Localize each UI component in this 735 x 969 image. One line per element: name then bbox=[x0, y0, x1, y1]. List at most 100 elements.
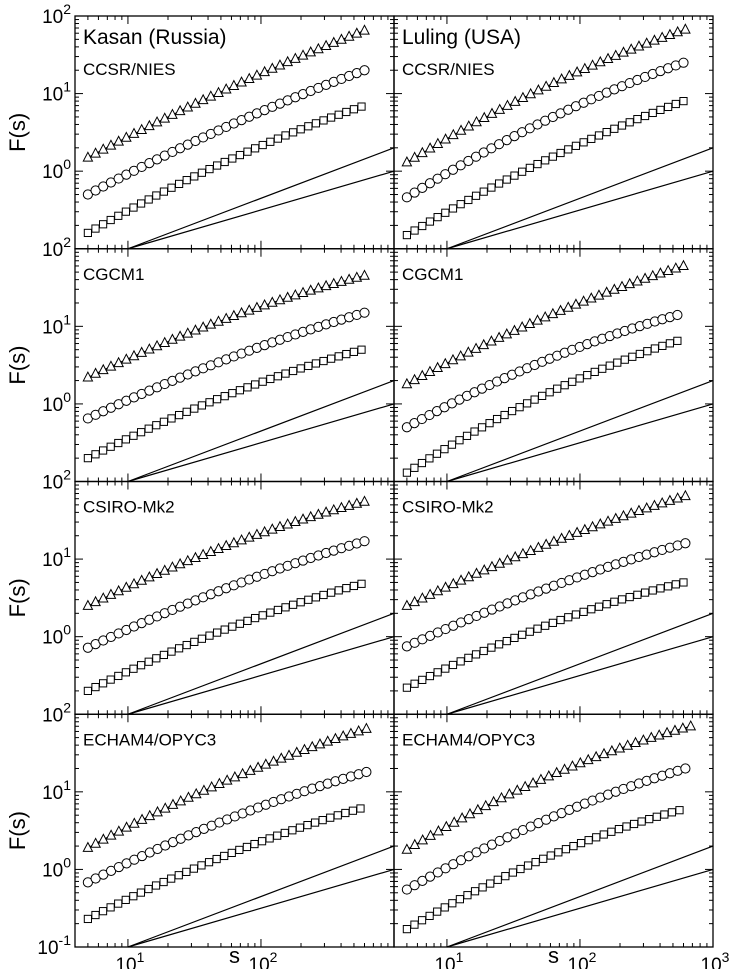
triangle-marker bbox=[251, 301, 263, 312]
triangle-marker bbox=[105, 588, 117, 599]
square-marker bbox=[356, 804, 365, 813]
square-marker bbox=[622, 822, 631, 831]
triangle-marker bbox=[502, 99, 513, 110]
square-marker bbox=[548, 152, 557, 161]
triangle-marker bbox=[213, 315, 224, 326]
triangle-marker bbox=[488, 795, 500, 807]
square-marker bbox=[664, 582, 673, 591]
square-marker bbox=[470, 887, 480, 896]
triangle-marker bbox=[532, 541, 544, 552]
triangle-marker bbox=[268, 755, 279, 766]
triangle-marker bbox=[205, 90, 217, 101]
square-marker bbox=[174, 871, 183, 880]
triangle-marker bbox=[282, 518, 294, 529]
square-marker bbox=[334, 110, 343, 119]
reference-line-slope-0.65 bbox=[127, 147, 395, 250]
triangle-marker bbox=[136, 813, 148, 824]
square-marker bbox=[334, 352, 343, 361]
square-marker bbox=[273, 831, 282, 840]
triangle-marker bbox=[455, 574, 467, 585]
square-marker bbox=[213, 395, 222, 404]
square-marker bbox=[98, 679, 108, 688]
square-marker bbox=[494, 640, 504, 649]
triangle-marker bbox=[517, 547, 529, 559]
triangle-marker bbox=[213, 777, 225, 788]
square-marker bbox=[91, 450, 100, 459]
reference-line-slope-0.65 bbox=[127, 612, 395, 715]
square-marker bbox=[620, 355, 629, 364]
triangle-marker bbox=[585, 292, 597, 303]
square-marker bbox=[273, 605, 283, 615]
triangle-marker bbox=[236, 533, 247, 545]
square-marker bbox=[635, 349, 644, 359]
square-marker bbox=[333, 811, 342, 820]
square-marker bbox=[614, 825, 624, 834]
triangle-marker bbox=[532, 314, 543, 325]
square-marker bbox=[220, 157, 229, 167]
circle-marker bbox=[432, 867, 443, 878]
square-marker bbox=[564, 145, 573, 154]
circle-marker bbox=[424, 871, 436, 882]
tick-label-base: 10 bbox=[434, 955, 455, 969]
square-marker bbox=[243, 383, 252, 392]
square-marker bbox=[440, 445, 449, 454]
square-marker bbox=[121, 207, 130, 216]
square-marker bbox=[561, 845, 571, 854]
triangle-marker bbox=[291, 746, 303, 757]
triangle-marker bbox=[289, 515, 301, 526]
square-marker bbox=[433, 213, 442, 222]
tick-label-base: 10 bbox=[568, 955, 589, 969]
triangle-marker bbox=[336, 33, 347, 44]
triangle-marker bbox=[622, 739, 634, 750]
square-marker bbox=[357, 345, 366, 354]
triangle-marker bbox=[82, 599, 94, 610]
square-marker bbox=[440, 903, 449, 912]
tick-label-base: 10 bbox=[42, 162, 63, 183]
reference-line-slope-0.5 bbox=[446, 403, 714, 483]
square-marker bbox=[571, 610, 581, 619]
square-marker bbox=[613, 358, 622, 367]
square-marker bbox=[617, 595, 627, 604]
square-marker bbox=[281, 131, 290, 140]
square-marker bbox=[251, 380, 260, 389]
square-marker bbox=[98, 446, 108, 455]
tick-label-exponent: 1 bbox=[456, 949, 464, 965]
triangle-marker bbox=[128, 817, 140, 828]
square-marker bbox=[448, 660, 458, 670]
tick-label-base: 10 bbox=[42, 705, 63, 726]
square-marker bbox=[311, 359, 321, 368]
triangle-marker bbox=[183, 791, 194, 802]
triangle-marker bbox=[618, 46, 629, 57]
square-marker bbox=[243, 616, 252, 625]
triangle-marker bbox=[312, 42, 324, 54]
triangle-marker bbox=[625, 43, 637, 54]
square-marker bbox=[617, 121, 627, 130]
circle-marker bbox=[359, 536, 370, 547]
square-marker bbox=[548, 618, 557, 627]
square-marker bbox=[594, 602, 604, 611]
square-marker bbox=[410, 679, 419, 688]
tick-label-base: 10 bbox=[115, 955, 136, 969]
triangle-marker bbox=[590, 750, 602, 762]
triangle-marker bbox=[159, 112, 171, 123]
square-marker bbox=[357, 102, 366, 111]
square-marker bbox=[213, 161, 222, 170]
circle-marker bbox=[440, 169, 451, 180]
tick-label-exponent: 3 bbox=[722, 949, 730, 965]
square-marker bbox=[295, 823, 305, 832]
circle-marker bbox=[672, 309, 683, 321]
square-marker bbox=[205, 398, 214, 407]
triangle-marker bbox=[493, 331, 505, 342]
square-marker bbox=[106, 903, 115, 912]
triangle-marker bbox=[641, 502, 653, 513]
square-marker bbox=[296, 125, 305, 134]
triangle-marker bbox=[656, 496, 668, 508]
triangle-marker bbox=[297, 513, 309, 524]
square-marker bbox=[258, 377, 267, 386]
square-marker bbox=[304, 595, 313, 604]
triangle-marker bbox=[401, 156, 413, 167]
square-marker bbox=[533, 159, 542, 169]
triangle-marker bbox=[360, 722, 372, 733]
triangle-marker bbox=[90, 595, 102, 607]
